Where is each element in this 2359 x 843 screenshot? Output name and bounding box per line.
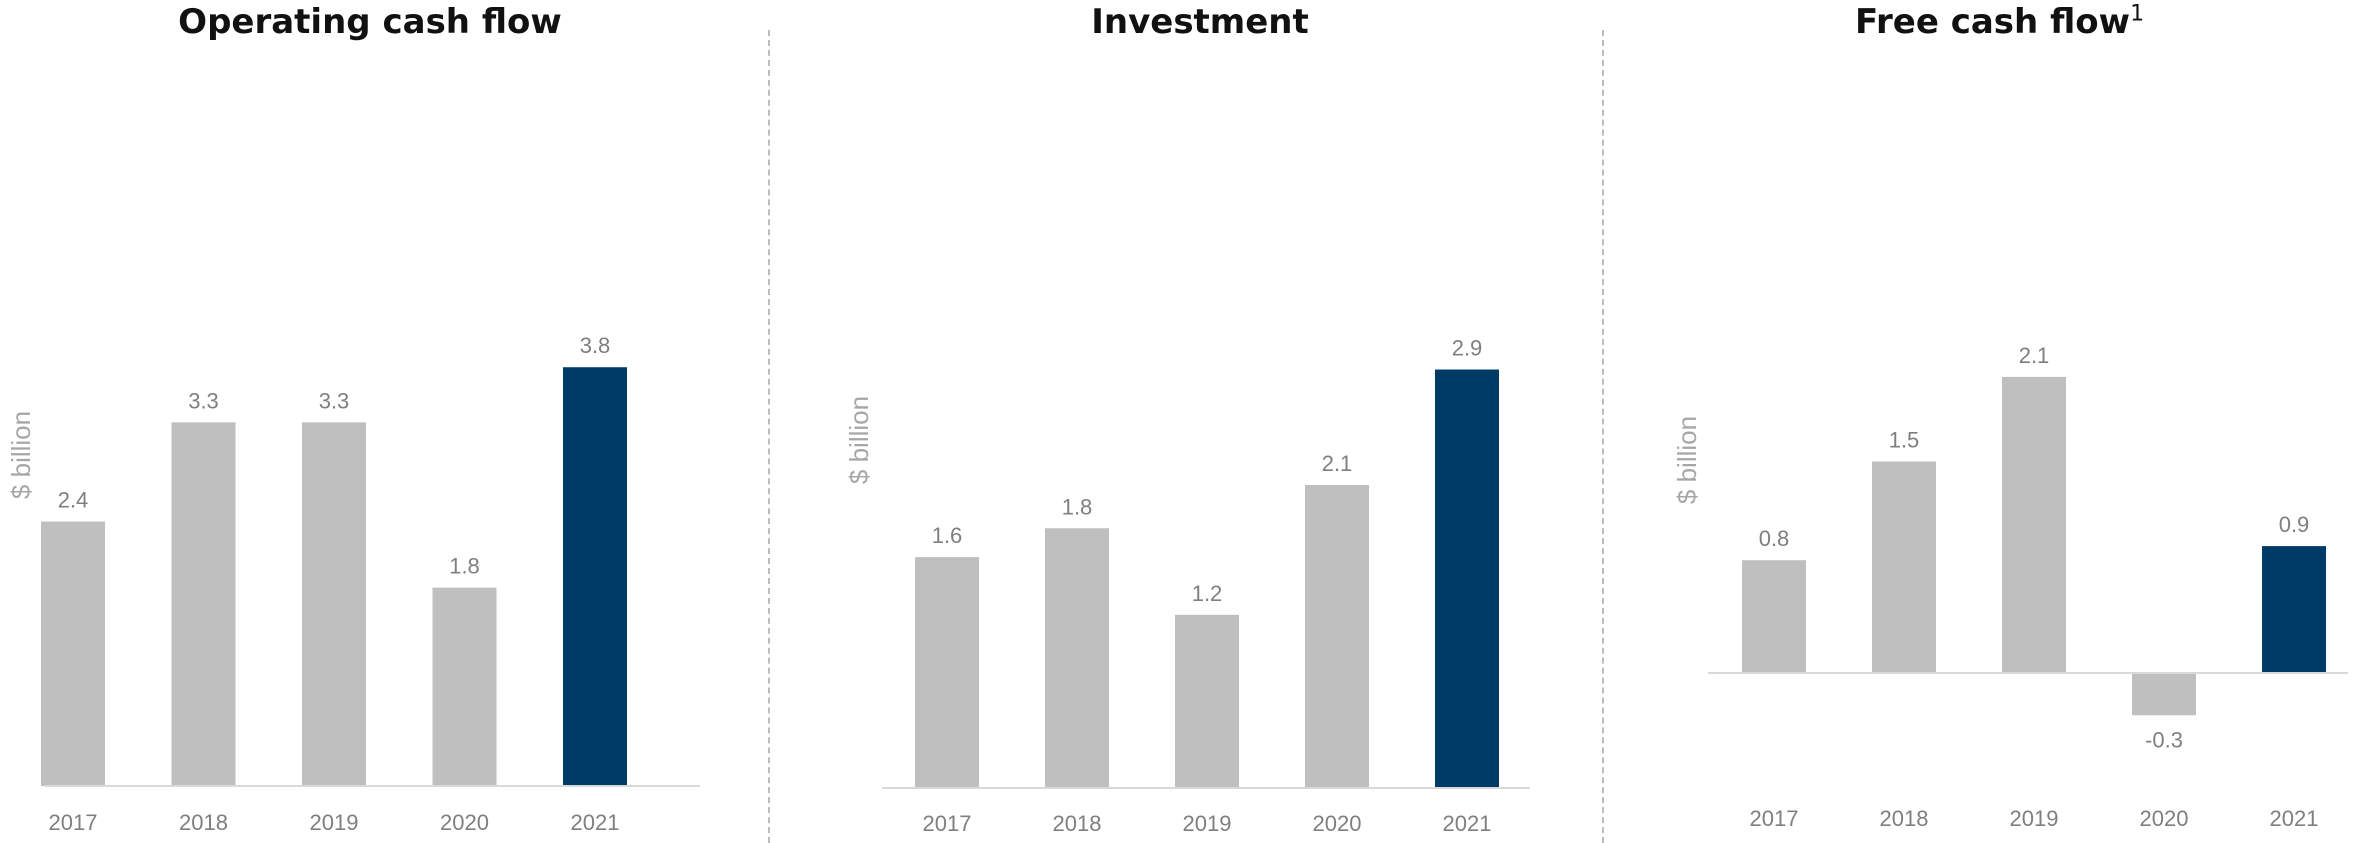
x-tick-2020: 2020: [1313, 811, 1362, 836]
x-tick-2017: 2017: [923, 811, 972, 836]
value-label-2019: 3.3: [319, 388, 350, 413]
panel-divider-left: [768, 30, 770, 843]
value-label-2018: 3.3: [188, 388, 219, 413]
panel-title-text: Investment: [1091, 2, 1309, 42]
value-label-2020: 2.1: [1322, 451, 1353, 476]
x-tick-2019: 2019: [310, 810, 359, 835]
y-axis-label: $ billion: [1672, 416, 1702, 504]
value-label-2021: 0.9: [2279, 512, 2310, 537]
bar-2019: [1175, 614, 1239, 788]
bar-2017: [915, 557, 979, 788]
value-label-2019: 2.1: [2019, 343, 2050, 368]
value-label-2019: 1.2: [1192, 581, 1223, 606]
panel-title-text: Free cash flow: [1854, 2, 2131, 42]
x-tick-2021: 2021: [1443, 811, 1492, 836]
x-tick-2019: 2019: [2010, 806, 2059, 831]
investment-title: Investment: [700, 2, 1700, 42]
investment-chart: $ billion 1.6 2017 1.8 2018 1.2 2019 2.1 2020 2.9…: [844, 336, 1530, 836]
value-label-2017: 1.6: [932, 523, 963, 548]
value-label-2017: 2.4: [58, 488, 89, 513]
x-tick-2020: 2020: [440, 810, 489, 835]
x-tick-2018: 2018: [1053, 811, 1102, 836]
operating-cash-flow-title: Operating cash flow: [0, 2, 940, 42]
y-axis-label: $ billion: [6, 411, 36, 499]
bar-2021: [1435, 369, 1499, 788]
x-tick-2017: 2017: [49, 810, 98, 835]
free-cash-flow-panel: Free cash flow1 $ billion 0.8 2017 1.5 2018 2…: [1640, 0, 2359, 843]
bar-2018: [1872, 461, 1936, 673]
value-label-2021: 2.9: [1452, 336, 1483, 361]
x-tick-2018: 2018: [179, 810, 228, 835]
value-label-2017: 0.8: [1759, 526, 1790, 551]
bar-2018: [171, 422, 236, 786]
bar-2019: [2002, 376, 2066, 673]
y-axis-label: $ billion: [844, 396, 874, 484]
bar-2021: [2262, 546, 2326, 673]
bar-2020: [2132, 673, 2196, 716]
investment-panel: Investment $ billion 1.6 2017 1.8 2018 1.2 201…: [800, 0, 1600, 843]
bar-2018: [1045, 528, 1109, 788]
x-tick-2021: 2021: [2270, 806, 2319, 831]
value-label-2020: 1.8: [449, 554, 480, 579]
bar-2017: [41, 521, 105, 786]
value-label-2020: -0.3: [2145, 727, 2183, 752]
free-cash-flow-title: Free cash flow1: [1640, 2, 2359, 42]
bar-2021: [563, 367, 627, 786]
x-tick-2021: 2021: [571, 810, 620, 835]
x-tick-2020: 2020: [2140, 806, 2189, 831]
value-label-2018: 1.5: [1889, 428, 1920, 453]
operating-cash-flow-chart: $ billion 2.4 2017 3.3 2018 3.3 2019 1.8 2020 3.8…: [6, 333, 700, 835]
bar-2020: [1305, 484, 1369, 788]
x-tick-2019: 2019: [1183, 811, 1232, 836]
x-tick-2017: 2017: [1750, 806, 1799, 831]
title-footnote-marker: 1: [2130, 1, 2145, 27]
free-cash-flow-chart: $ billion 0.8 2017 1.5 2018 2.1 2019 -0.3 2020 0.…: [1672, 343, 2348, 831]
operating-cash-flow-panel: Operating cash flow $ billion 2.4 2017 3.3 2…: [0, 0, 740, 843]
panel-title-text: Operating cash flow: [178, 2, 562, 42]
x-tick-2018: 2018: [1880, 806, 1929, 831]
bar-2019: [302, 422, 366, 786]
value-label-2021: 3.8: [580, 333, 611, 358]
panel-divider-right: [1602, 30, 1604, 843]
bar-2020: [432, 587, 497, 786]
bar-2017: [1742, 560, 1806, 673]
value-label-2018: 1.8: [1062, 494, 1093, 519]
